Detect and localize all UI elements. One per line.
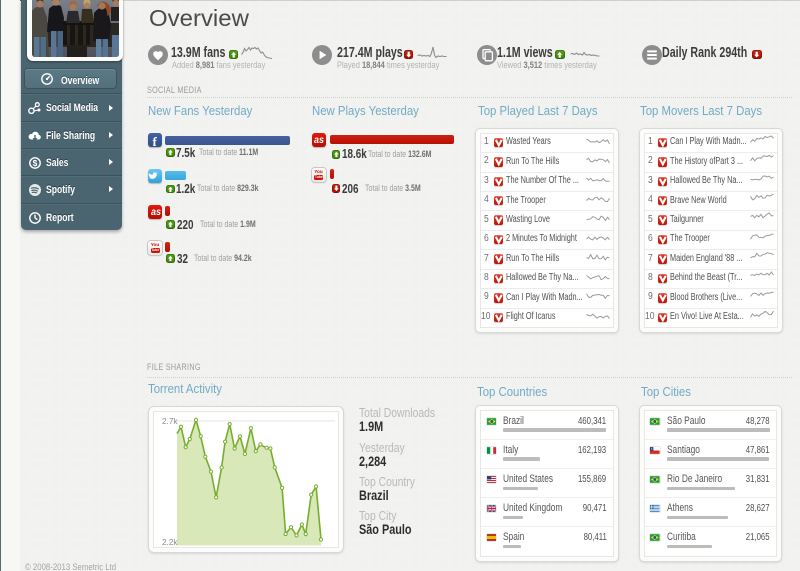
svg-text:2.2k: 2.2k	[162, 538, 178, 547]
svg-text:2.7k: 2.7k	[162, 417, 178, 426]
svg-text:$: $	[33, 158, 38, 168]
